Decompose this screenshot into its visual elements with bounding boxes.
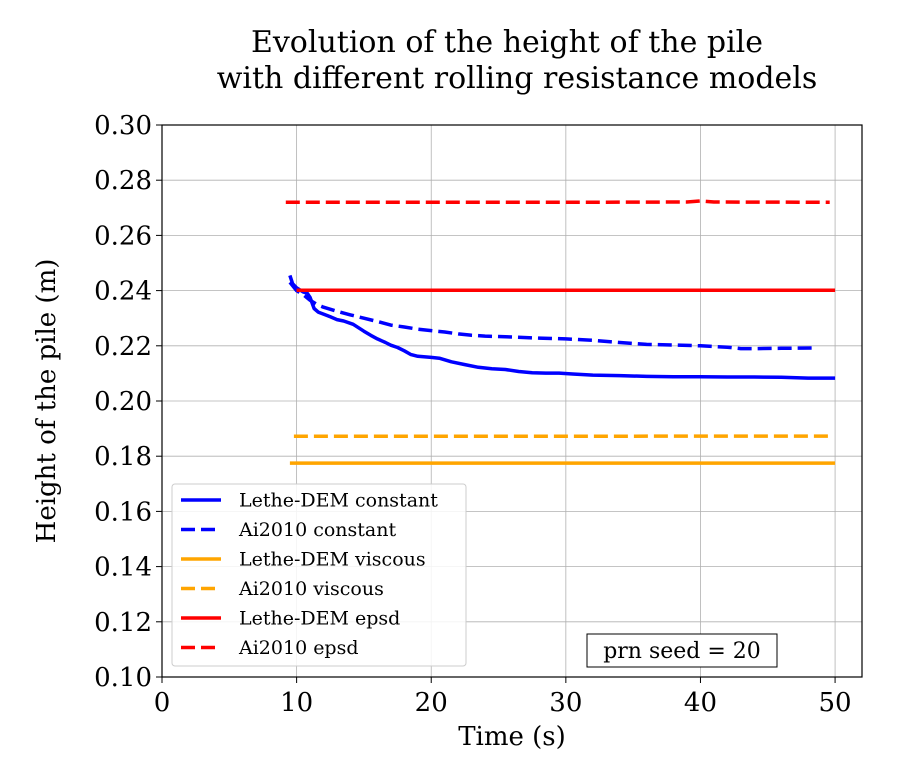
y-tick-label: 0.30 <box>94 111 152 141</box>
chart-title-line2: with different rolling resistance models <box>217 61 818 96</box>
y-tick-label: 0.22 <box>94 332 152 362</box>
chart-title-line1: Evolution of the height of the pile <box>251 25 763 60</box>
series-line-ai2010-epsd <box>285 199 830 205</box>
y-tick-label: 0.10 <box>94 663 152 693</box>
y-tick-label: 0.26 <box>94 221 152 251</box>
seed-annotation-text: prn seed = 20 <box>603 639 761 664</box>
legend-label-ai2010-viscous: Ai2010 viscous <box>238 578 384 600</box>
y-tick-label: 0.12 <box>94 608 152 638</box>
y-tick-label: 0.14 <box>94 553 152 583</box>
seed-annotation-box <box>586 633 778 668</box>
y-tick-label: 0.18 <box>94 442 152 472</box>
legend-label-ai2010-epsd: Ai2010 epsd <box>238 637 359 659</box>
legend-label-ai2010-constant: Ai2010 constant <box>238 519 396 541</box>
legend-label-lethe-dem-constant: Lethe-DEM constant <box>239 490 438 512</box>
legend: Lethe-DEM constant Ai2010 constant Lethe-D… <box>171 483 467 667</box>
legend-box <box>171 483 467 667</box>
axis-ticks: 0 10 20 30 40 50 0.10 0.12 0.14 0.16 0.18 0.20 0.22 0… <box>94 111 852 718</box>
y-tick-label: 0.28 <box>94 166 152 196</box>
series-lines <box>285 199 836 465</box>
x-tick-label: 30 <box>549 688 582 718</box>
legend-label-lethe-dem-viscous: Lethe-DEM viscous <box>239 549 426 571</box>
y-tick-label: 0.24 <box>94 277 152 307</box>
x-axis-title: Time (s) <box>458 722 566 752</box>
x-tick-label: 10 <box>280 688 313 718</box>
y-tick-label: 0.16 <box>94 497 152 527</box>
y-tick-label: 0.20 <box>94 387 152 417</box>
x-tick-label: 20 <box>415 688 448 718</box>
series-line-ai2010-constant <box>288 281 813 351</box>
x-tick-label: 0 <box>154 688 171 718</box>
legend-label-lethe-dem-epsd: Lethe-DEM epsd <box>239 608 400 630</box>
series-line-lethe-dem-constant <box>288 274 836 380</box>
y-axis-title: Height of the pile (m) <box>32 259 62 544</box>
seed-annotation: prn seed = 20 <box>586 633 778 668</box>
x-tick-label: 40 <box>684 688 717 718</box>
x-tick-label: 50 <box>819 688 852 718</box>
